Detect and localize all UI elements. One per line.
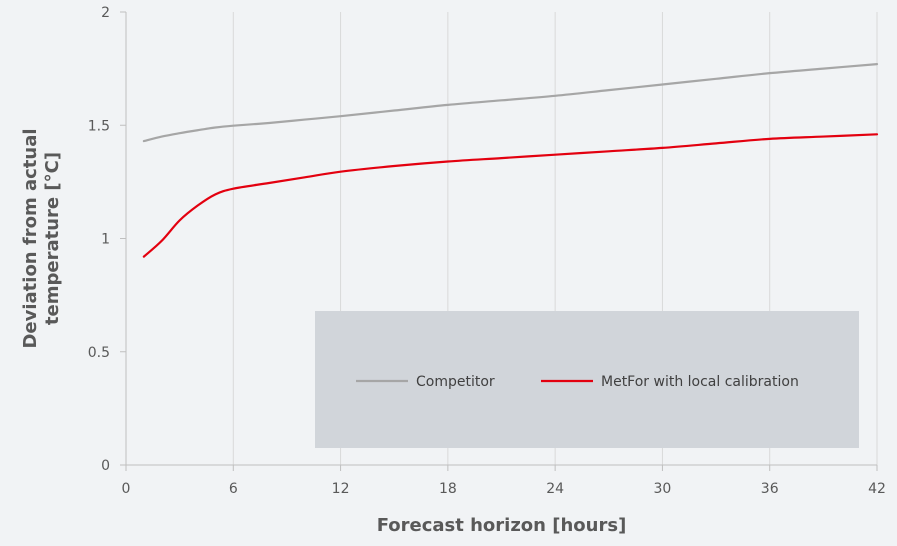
x-tick-label: 6 — [229, 481, 238, 497]
x-tick-label: 36 — [761, 481, 779, 497]
legend-label: Competitor — [416, 374, 495, 390]
series-lines — [142, 62, 879, 258]
series-line-metfor — [142, 133, 879, 258]
x-tick-label: 12 — [332, 481, 350, 497]
y-tick-label: 1.5 — [88, 118, 110, 134]
gridlines — [232, 12, 878, 465]
legend-box — [315, 311, 859, 448]
x-tick-label: 18 — [439, 481, 457, 497]
y-tick-label: 0 — [101, 458, 110, 474]
x-tick-label: 42 — [868, 481, 886, 497]
x-tick-label: 24 — [546, 481, 564, 497]
legend: Competitor MetFor with local calibration — [315, 311, 859, 448]
y-tick-label: 1 — [101, 232, 110, 248]
x-tick-label: 30 — [654, 481, 672, 497]
legend-label: MetFor with local calibration — [601, 374, 799, 390]
y-axis-title: Deviation from actualtemperature [°C] — [20, 128, 63, 348]
y-axis-title-line: Deviation from actual — [20, 128, 41, 348]
series-line-competitor — [142, 62, 879, 143]
y-axis-title-line: temperature [°C] — [42, 152, 63, 325]
x-tick-label: 0 — [122, 481, 131, 497]
axes — [120, 11, 878, 471]
x-axis-title: Forecast horizon [hours] — [377, 515, 627, 536]
axis-titles: Forecast horizon [hours] Deviation from a… — [20, 128, 626, 536]
tick-labels: 0 0.5 1 1.5 2 0 6 12 18 24 30 36 42 — [88, 5, 886, 497]
y-tick-label: 2 — [101, 5, 110, 21]
y-tick-label: 0.5 — [88, 345, 110, 361]
